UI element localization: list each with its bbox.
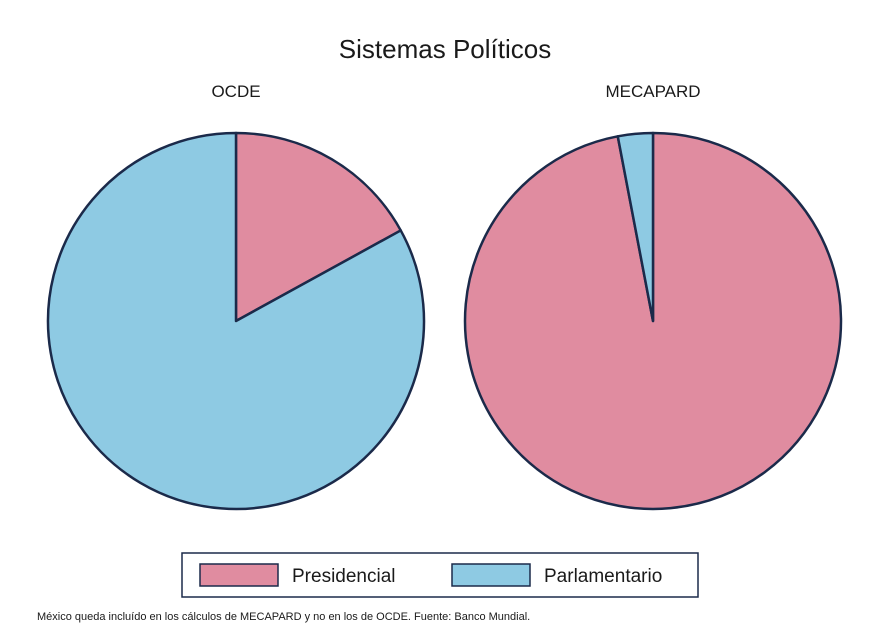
legend-swatch-presidencial (199, 563, 279, 587)
legend-swatch-parlamentario (451, 563, 531, 587)
legend-label-parlamentario: Parlamentario (544, 566, 662, 587)
legend: Presidencial Parlamentario (181, 552, 699, 598)
legend-label-presidencial: Presidencial (292, 566, 396, 587)
pie-ocde (46, 131, 426, 511)
pie-slice-ocde-presidencial (234, 131, 402, 323)
footnote: México queda incluído en los cálculos de… (37, 611, 530, 623)
pie-mecapard (463, 131, 843, 511)
pie-slice-mecapard-parlamentario (616, 131, 655, 323)
pie-title-mecapard: MECAPARD (605, 82, 700, 101)
pie-slice-ocde-parlamentario (46, 131, 426, 511)
pie-title-ocde: OCDE (211, 82, 260, 101)
chart-title: Sistemas Políticos (339, 34, 551, 64)
